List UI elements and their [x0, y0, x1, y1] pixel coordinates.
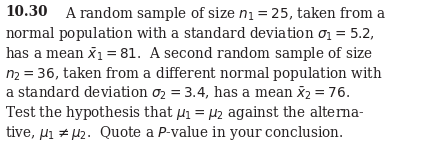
Text: tive, $\mu_1 \neq \mu_2$.  Quote a $P$-value in your conclusion.: tive, $\mu_1 \neq \mu_2$. Quote a $P$-va… [5, 124, 344, 142]
Text: Test the hypothesis that $\mu_1 = \mu_2$ against the alterna-: Test the hypothesis that $\mu_1 = \mu_2$… [5, 104, 365, 122]
Text: $n_2 = 36$, taken from a different normal population with: $n_2 = 36$, taken from a different norma… [5, 65, 383, 83]
Text: A random sample of size $n_1 = 25$, taken from a: A random sample of size $n_1 = 25$, take… [65, 5, 387, 23]
Text: normal population with a standard deviation $\sigma_1 = 5.2$,: normal population with a standard deviat… [5, 25, 375, 43]
Text: 10.30: 10.30 [5, 5, 48, 19]
Text: has a mean $\bar{x}_1 = 81$.  A second random sample of size: has a mean $\bar{x}_1 = 81$. A second ra… [5, 45, 373, 63]
Text: a standard deviation $\sigma_2 = 3.4$, has a mean $\bar{x}_2 = 76$.: a standard deviation $\sigma_2 = 3.4$, h… [5, 84, 350, 102]
